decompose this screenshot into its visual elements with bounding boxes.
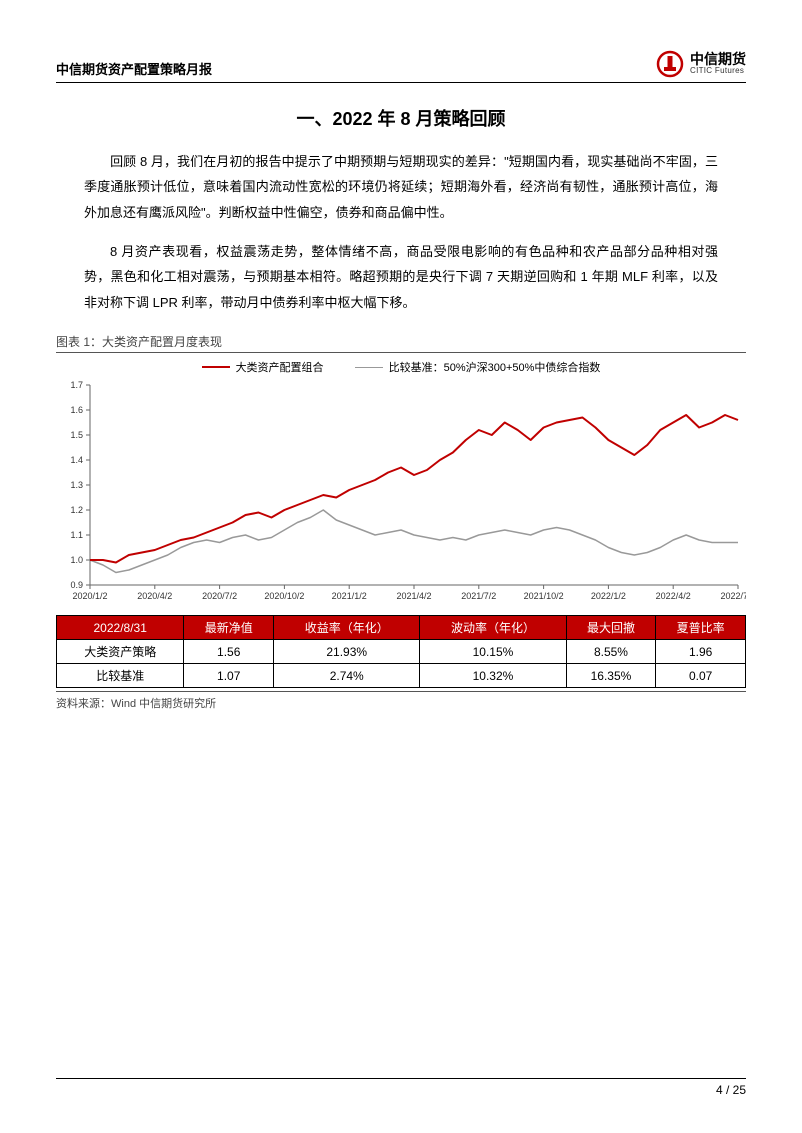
table-header-cell: 最大回撤 [566, 616, 656, 640]
paragraph-1-text: 回顾 8 月，我们在月初的报告中提示了中期预期与短期现实的差异："短期国内看，现… [84, 154, 718, 220]
legend-swatch-2 [355, 367, 383, 369]
svg-text:2022/4/2: 2022/4/2 [656, 591, 691, 601]
svg-text:2021/1/2: 2021/1/2 [332, 591, 367, 601]
table-header-cell: 2022/8/31 [57, 616, 184, 640]
svg-text:1.5: 1.5 [70, 430, 83, 440]
chart-caption: 图表 1：大类资产配置月度表现 [56, 333, 746, 350]
legend-label-1: 大类资产配置组合 [236, 359, 324, 375]
page-header: 中信期货资产配置策略月报 中信期货 CITIC Futures [56, 50, 746, 83]
svg-text:1.6: 1.6 [70, 405, 83, 415]
paragraph-2: 8 月资产表现看，权益震荡走势，整体情绪不高，商品受限电影响的有色品种和农产品部… [84, 239, 718, 315]
table-header-cell: 夏普比率 [656, 616, 746, 640]
page-footer: 4 / 25 [56, 1078, 746, 1097]
logo-text-cn: 中信期货 [690, 52, 746, 67]
legend-item-2: 比较基准：50%沪深300+50%中债综合指数 [355, 359, 601, 375]
chart-legend: 大类资产配置组合 比较基准：50%沪深300+50%中债综合指数 [56, 359, 746, 375]
table-cell: 1.07 [184, 664, 274, 688]
table-cell: 8.55% [566, 640, 656, 664]
table-cell: 10.15% [420, 640, 566, 664]
data-source: 资料来源：Wind 中信期货研究所 [56, 691, 746, 711]
svg-text:2020/7/2: 2020/7/2 [202, 591, 237, 601]
svg-text:2020/4/2: 2020/4/2 [137, 591, 172, 601]
table-row: 比较基准1.072.74%10.32%16.35%0.07 [57, 664, 746, 688]
svg-text:1.7: 1.7 [70, 380, 83, 390]
legend-item-1: 大类资产配置组合 [202, 359, 324, 375]
legend-swatch-1 [202, 366, 230, 368]
svg-text:2021/7/2: 2021/7/2 [461, 591, 496, 601]
table-cell: 21.93% [274, 640, 420, 664]
table-header-cell: 波动率（年化） [420, 616, 566, 640]
logo-text-en: CITIC Futures [690, 67, 746, 76]
svg-text:1.0: 1.0 [70, 555, 83, 565]
report-title: 中信期货资产配置策略月报 [56, 59, 212, 78]
page-sep: / [723, 1083, 733, 1097]
legend-label-2: 比较基准：50%沪深300+50%中债综合指数 [389, 359, 601, 375]
table-cell: 0.07 [656, 664, 746, 688]
table-cell: 2.74% [274, 664, 420, 688]
table-cell: 16.35% [566, 664, 656, 688]
page-number: 4 [716, 1083, 723, 1097]
table-cell: 比较基准 [57, 664, 184, 688]
svg-text:1.4: 1.4 [70, 455, 83, 465]
table-cell: 10.32% [420, 664, 566, 688]
svg-text:2021/10/2: 2021/10/2 [524, 591, 564, 601]
brand-logo: 中信期货 CITIC Futures [656, 50, 746, 78]
table-header-cell: 最新净值 [184, 616, 274, 640]
svg-text:1.1: 1.1 [70, 530, 83, 540]
page-total: 25 [733, 1083, 746, 1097]
paragraph-2-text: 8 月资产表现看，权益震荡走势，整体情绪不高，商品受限电影响的有色品种和农产品部… [84, 244, 718, 310]
paragraph-1: 回顾 8 月，我们在月初的报告中提示了中期预期与短期现实的差异："短期国内看，现… [84, 149, 718, 225]
svg-text:2020/10/2: 2020/10/2 [264, 591, 304, 601]
svg-text:2022/7/2: 2022/7/2 [720, 591, 746, 601]
performance-line-chart: 0.9 1.0 1.1 1.2 1.3 1.4 1.5 1.6 1.7 2020/1/2 2020/… [56, 379, 746, 609]
table-cell: 1.96 [656, 640, 746, 664]
section-heading: 一、2022 年 8 月策略回顾 [56, 105, 746, 131]
svg-text:2020/1/2: 2020/1/2 [72, 591, 107, 601]
table-header-cell: 收益率（年化） [274, 616, 420, 640]
svg-text:1.2: 1.2 [70, 505, 83, 515]
table-cell: 大类资产策略 [57, 640, 184, 664]
table-row: 大类资产策略1.5621.93%10.15%8.55%1.96 [57, 640, 746, 664]
performance-table: 2022/8/31最新净值收益率（年化）波动率（年化）最大回撤夏普比率 大类资产… [56, 615, 746, 688]
svg-text:2021/4/2: 2021/4/2 [396, 591, 431, 601]
logo-mark-icon [656, 50, 684, 78]
svg-text:0.9: 0.9 [70, 580, 83, 590]
table-cell: 1.56 [184, 640, 274, 664]
svg-text:2022/1/2: 2022/1/2 [591, 591, 626, 601]
svg-text:1.3: 1.3 [70, 480, 83, 490]
chart-container: 大类资产配置组合 比较基准：50%沪深300+50%中债综合指数 0.9 1.0 1… [56, 352, 746, 609]
